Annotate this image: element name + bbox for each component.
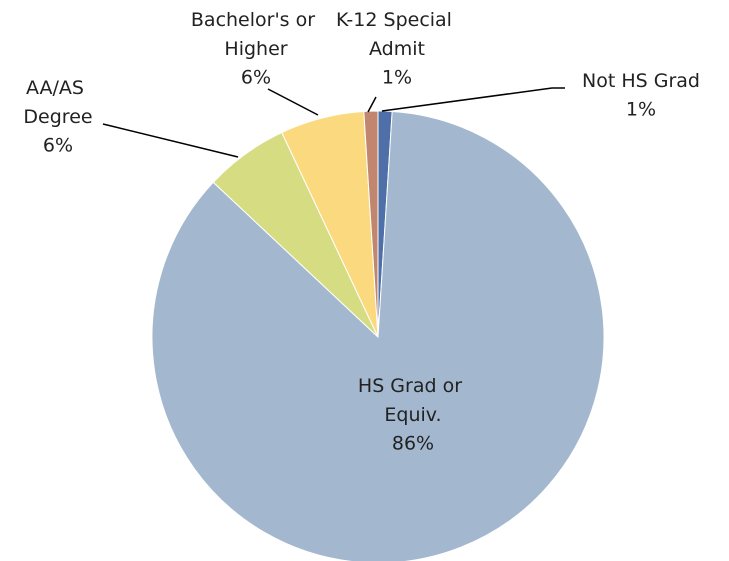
slice-label: AA/AS Degree: [23, 77, 92, 128]
slice-label: K-12 Special Admit: [336, 9, 458, 60]
slice-value-label: 6%: [43, 135, 73, 157]
label-line: Higher: [224, 38, 287, 60]
slice-value-label: 1%: [382, 67, 412, 89]
label-line: Bachelor's or: [191, 9, 321, 31]
leader-line: [367, 96, 377, 113]
label-line: Equiv.: [384, 404, 441, 426]
slice-value-label: 86%: [392, 433, 434, 455]
label-line: HS Grad or: [358, 375, 468, 397]
label-line: Degree: [23, 106, 92, 128]
label-line: K-12 Special: [336, 9, 458, 31]
pie: [151, 110, 605, 561]
pie-slice: [151, 110, 605, 561]
leader-line: [102, 123, 239, 158]
slice-value-label: 1%: [626, 99, 656, 121]
slice-label: Not HS Grad: [582, 70, 700, 92]
label-line: Not HS Grad: [582, 70, 700, 92]
leader-line: [267, 88, 319, 116]
label-line: AA/AS: [26, 77, 90, 99]
slice-label: HS Grad or Equiv.: [358, 375, 468, 426]
slice-value-label: 6%: [241, 67, 271, 89]
leader-line: [381, 87, 565, 112]
pie-slice: [363, 110, 379, 338]
leader-lines: [102, 87, 565, 158]
slice-label: Bachelor's or Higher: [191, 9, 321, 60]
label-line: Admit: [369, 38, 425, 60]
